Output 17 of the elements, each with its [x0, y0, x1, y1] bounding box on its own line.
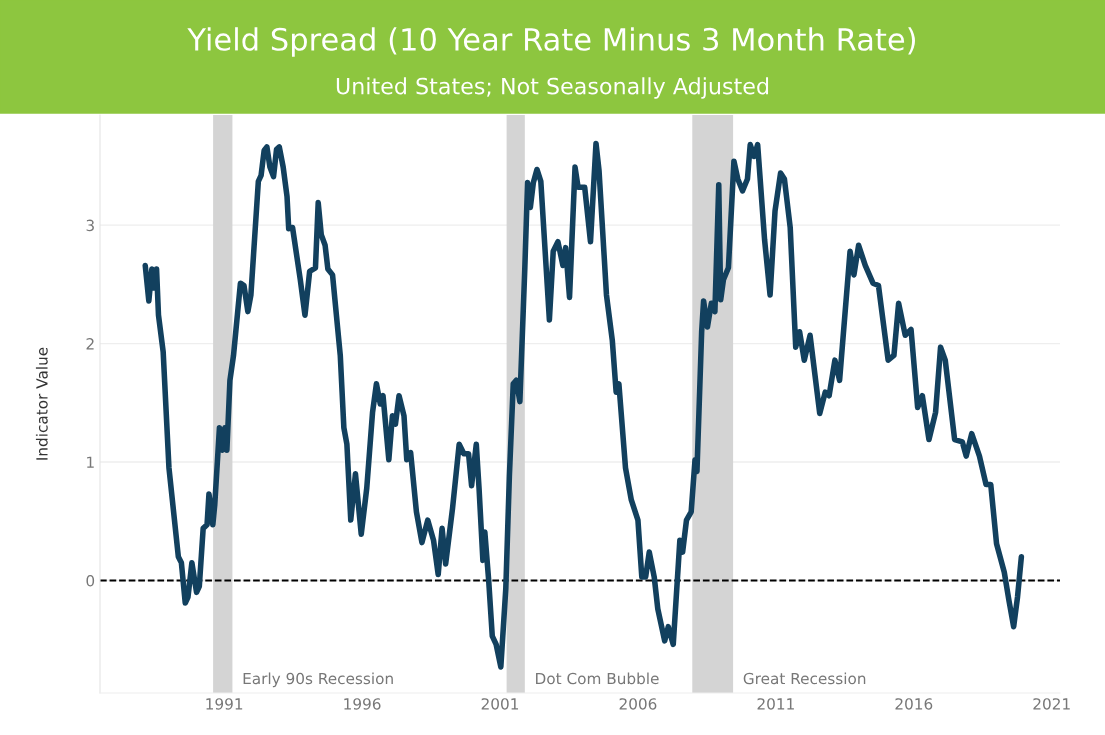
x-tick-label: 1991 [206, 698, 243, 710]
x-tick-label: 2001 [481, 698, 519, 710]
x-tick-label: 2016 [895, 698, 933, 710]
x-tick-label: 2021 [1033, 698, 1070, 710]
y-tick-label: 0 [86, 574, 95, 587]
x-tick-label: 1996 [344, 698, 381, 710]
x-tick-label: 2006 [619, 698, 657, 710]
y-tick-label: 1 [87, 456, 94, 468]
chart-subtitle: United States; Not Seasonally Adjusted [336, 77, 769, 99]
y-tick-label: 3 [86, 219, 94, 232]
band-label: Great Recession [743, 672, 866, 685]
chart-title: Yield Spread (10 Year Rate Minus 3 Month Rate) [187, 27, 915, 57]
x-tick-label: 2011 [757, 698, 794, 710]
band-label: Early 90s Recession [243, 672, 393, 688]
band-label: Dot Com Bubble [536, 672, 659, 685]
y-tick-label: 2 [86, 338, 94, 350]
y-axis-title: Indicator Value [35, 347, 48, 460]
